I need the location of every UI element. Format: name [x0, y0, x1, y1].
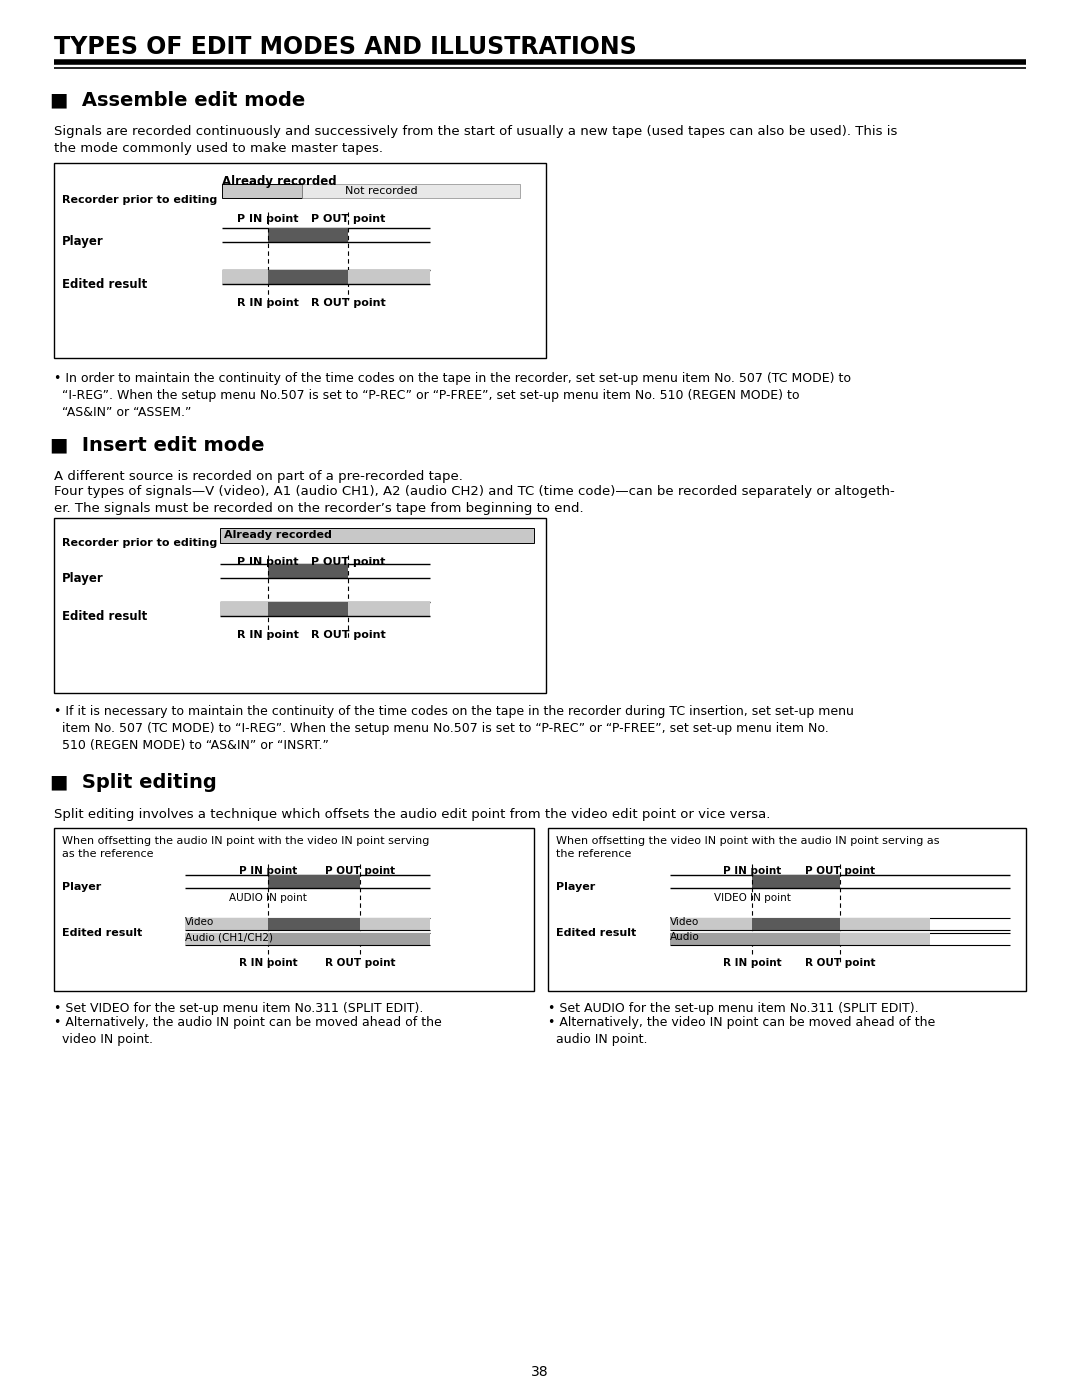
Bar [220, 602, 268, 616]
Text: Audio (CH1/CH2): Audio (CH1/CH2) [185, 932, 273, 942]
Bar [752, 933, 840, 944]
Bar [360, 918, 430, 930]
Bar [54, 163, 546, 358]
Bar [302, 184, 519, 198]
Bar [840, 933, 930, 944]
Bar [670, 918, 752, 930]
Text: P OUT point: P OUT point [311, 214, 386, 224]
Bar [670, 933, 752, 944]
Text: P IN point: P IN point [238, 557, 299, 567]
Bar [548, 828, 1026, 990]
Text: ■  Assemble edit mode: ■ Assemble edit mode [50, 89, 306, 109]
Text: Four types of signals—V (video), A1 (audio CH1), A2 (audio CH2) and TC (time cod: Four types of signals—V (video), A1 (aud… [54, 485, 894, 515]
Text: Recorder prior to editing: Recorder prior to editing [62, 196, 217, 205]
Text: R OUT point: R OUT point [311, 298, 386, 307]
Bar [220, 528, 534, 543]
Text: P OUT point: P OUT point [311, 557, 386, 567]
Text: • Set VIDEO for the set-up menu item No.311 (SPLIT EDIT).: • Set VIDEO for the set-up menu item No.… [54, 1002, 423, 1016]
Text: P IN point: P IN point [238, 214, 299, 224]
Bar [752, 918, 840, 930]
Text: • Alternatively, the audio IN point can be moved ahead of the
  video IN point.: • Alternatively, the audio IN point can … [54, 1016, 442, 1046]
Bar [360, 933, 430, 944]
Text: 38: 38 [531, 1365, 549, 1379]
Text: • Alternatively, the video IN point can be moved ahead of the
  audio IN point.: • Alternatively, the video IN point can … [548, 1016, 935, 1046]
Text: P IN point: P IN point [723, 866, 781, 876]
Text: Split editing involves a technique which offsets the audio edit point from the v: Split editing involves a technique which… [54, 807, 770, 821]
Text: R OUT point: R OUT point [805, 958, 875, 968]
Text: R IN point: R IN point [238, 630, 299, 640]
Text: R OUT point: R OUT point [325, 958, 395, 968]
Bar [268, 918, 360, 930]
Text: ■  Split editing: ■ Split editing [50, 773, 217, 792]
Text: TYPES OF EDIT MODES AND ILLUSTRATIONS: TYPES OF EDIT MODES AND ILLUSTRATIONS [54, 35, 637, 59]
Bar [185, 933, 268, 944]
Text: • Set AUDIO for the set-up menu item No.311 (SPLIT EDIT).: • Set AUDIO for the set-up menu item No.… [548, 1002, 919, 1016]
Bar [222, 270, 268, 284]
Text: Signals are recorded continuously and successively from the start of usually a n: Signals are recorded continuously and su… [54, 124, 897, 155]
Text: Edited result: Edited result [62, 278, 147, 291]
Text: Recorder prior to editing: Recorder prior to editing [62, 538, 217, 548]
Text: Already recorded: Already recorded [224, 529, 332, 541]
Text: VIDEO IN point: VIDEO IN point [714, 893, 791, 902]
Text: • In order to maintain the continuity of the time codes on the tape in the recor: • In order to maintain the continuity of… [54, 372, 851, 419]
Bar [268, 933, 360, 944]
Text: Player: Player [62, 235, 104, 249]
Text: R OUT point: R OUT point [311, 630, 386, 640]
Bar [268, 602, 348, 616]
Text: Edited result: Edited result [556, 928, 636, 937]
Text: When offsetting the audio IN point with the video IN point serving
as the refere: When offsetting the audio IN point with … [62, 835, 430, 859]
Text: P OUT point: P OUT point [805, 866, 875, 876]
Text: AUDIO IN point: AUDIO IN point [229, 893, 307, 902]
Bar [268, 228, 348, 242]
Text: Player: Player [62, 571, 104, 585]
Text: R IN point: R IN point [238, 298, 299, 307]
Text: ■  Insert edit mode: ■ Insert edit mode [50, 434, 265, 454]
Text: Edited result: Edited result [62, 610, 147, 623]
Text: Already recorded: Already recorded [222, 175, 337, 189]
Bar [185, 918, 268, 930]
Bar [840, 918, 930, 930]
Bar [752, 875, 840, 888]
Bar [268, 270, 348, 284]
Bar [54, 518, 546, 693]
Bar [348, 602, 430, 616]
Bar [268, 564, 348, 578]
Text: Video: Video [670, 916, 699, 928]
Text: Audio: Audio [670, 932, 700, 942]
Text: Player: Player [556, 882, 595, 893]
Text: A different source is recorded on part of a pre-recorded tape.: A different source is recorded on part o… [54, 469, 463, 483]
Text: R IN point: R IN point [239, 958, 297, 968]
Text: P IN point: P IN point [239, 866, 297, 876]
Bar [268, 875, 360, 888]
Text: Video: Video [185, 916, 214, 928]
Bar [54, 828, 534, 990]
Text: Not recorded: Not recorded [345, 186, 418, 196]
Text: When offsetting the video IN point with the audio IN point serving as
the refere: When offsetting the video IN point with … [556, 835, 940, 859]
Bar [222, 184, 302, 198]
Text: P OUT point: P OUT point [325, 866, 395, 876]
Text: • If it is necessary to maintain the continuity of the time codes on the tape in: • If it is necessary to maintain the con… [54, 705, 854, 752]
Text: Player: Player [62, 882, 102, 893]
Text: Edited result: Edited result [62, 928, 143, 937]
Bar [348, 270, 430, 284]
Text: R IN point: R IN point [723, 958, 781, 968]
